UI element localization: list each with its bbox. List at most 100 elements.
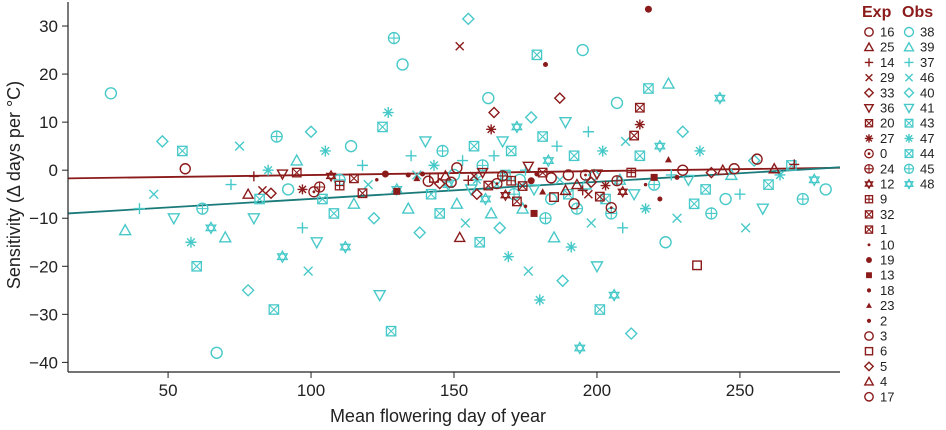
data-point-obs bbox=[167, 213, 181, 226]
data-point-exp bbox=[522, 161, 535, 173]
data-point-obs bbox=[627, 189, 641, 202]
data-point-obs bbox=[347, 196, 361, 209]
fit-line-exp bbox=[67, 166, 841, 180]
legend-marker-exp bbox=[864, 331, 874, 341]
data-point-exp bbox=[313, 181, 326, 193]
x-tick-label: 100 bbox=[297, 381, 325, 400]
data-point-obs bbox=[304, 125, 318, 139]
data-point-exp bbox=[553, 92, 566, 105]
data-point-exp bbox=[381, 170, 389, 178]
legend-marker-exp bbox=[866, 302, 872, 308]
data-point-exp bbox=[768, 162, 781, 174]
data-point-exp bbox=[664, 156, 672, 163]
data-point-exp bbox=[585, 176, 598, 189]
data-point-obs bbox=[634, 150, 646, 162]
legend-marker-exp bbox=[864, 178, 874, 190]
data-point-obs bbox=[556, 274, 570, 288]
data-point-exp bbox=[600, 180, 611, 191]
legend-marker-exp bbox=[865, 73, 873, 82]
data-point-exp bbox=[617, 185, 629, 199]
data-point-obs bbox=[620, 136, 631, 147]
data-point-obs bbox=[225, 179, 237, 191]
y-tick-label: 20 bbox=[39, 65, 58, 84]
legend-marker-obs bbox=[904, 57, 914, 67]
data-point-exp bbox=[539, 188, 547, 195]
legend-marker-exp bbox=[867, 243, 871, 247]
legend-marker-exp bbox=[863, 103, 875, 114]
data-point-obs bbox=[479, 192, 492, 206]
data-point-exp bbox=[420, 171, 426, 177]
legend-marker-exp bbox=[864, 346, 874, 356]
data-point-obs bbox=[262, 164, 274, 176]
legend-label-exp: 27 bbox=[880, 131, 894, 146]
data-point-exp bbox=[257, 185, 267, 195]
legend-label-obs: 44 bbox=[920, 146, 934, 161]
data-point-exp bbox=[439, 169, 452, 181]
legend-marker-obs bbox=[903, 103, 915, 114]
data-point-exp bbox=[325, 169, 337, 183]
data-point-exp bbox=[527, 177, 535, 185]
data-point-obs bbox=[405, 150, 417, 162]
data-point-obs bbox=[474, 236, 486, 248]
data-point-exp bbox=[297, 184, 308, 195]
data-point-obs bbox=[624, 327, 638, 341]
data-point-obs bbox=[367, 211, 381, 225]
y-tick-label: 10 bbox=[39, 113, 58, 132]
legend-marker-exp bbox=[866, 288, 872, 293]
legend-label-obs: 46 bbox=[920, 70, 934, 85]
data-point-obs bbox=[484, 206, 498, 219]
data-point-exp bbox=[357, 188, 368, 199]
data-point-exp bbox=[517, 181, 528, 191]
legend-marker-exp bbox=[864, 210, 874, 219]
data-point-obs bbox=[133, 203, 145, 215]
data-point-obs bbox=[688, 198, 700, 210]
data-point-obs bbox=[155, 134, 169, 148]
data-point-obs bbox=[377, 121, 388, 133]
legend-marker-obs bbox=[903, 87, 915, 99]
data-point-obs bbox=[573, 341, 586, 355]
data-point-obs bbox=[276, 249, 289, 264]
data-point-exp bbox=[496, 170, 509, 182]
x-axis-title: Mean flowering day of year bbox=[330, 406, 546, 426]
data-point-obs bbox=[425, 188, 437, 200]
data-point-exp bbox=[476, 167, 489, 180]
legend-label-obs: 40 bbox=[920, 85, 934, 100]
data-point-obs bbox=[413, 226, 427, 240]
legend-marker-exp bbox=[864, 58, 874, 67]
data-point-obs bbox=[513, 173, 526, 186]
legend-label-obs: 47 bbox=[920, 131, 934, 146]
data-point-obs bbox=[319, 145, 331, 157]
data-point-exp bbox=[542, 61, 548, 67]
data-point-exp bbox=[611, 175, 623, 187]
legend-label-exp: 14 bbox=[880, 55, 894, 70]
data-point-exp bbox=[530, 209, 538, 217]
data-point-obs bbox=[254, 193, 265, 205]
data-point-obs bbox=[241, 283, 255, 297]
data-point-obs bbox=[281, 183, 295, 196]
data-point-exp bbox=[728, 163, 740, 175]
data-point-obs bbox=[617, 222, 629, 234]
legend-label-exp: 23 bbox=[880, 298, 894, 313]
data-point-obs bbox=[505, 145, 517, 157]
data-point-exp bbox=[677, 164, 689, 176]
data-point-exp bbox=[512, 196, 522, 207]
data-point-obs bbox=[464, 184, 478, 197]
legend-label-exp: 25 bbox=[880, 40, 894, 55]
data-point-obs bbox=[328, 208, 340, 219]
legend-label-exp: 29 bbox=[880, 70, 894, 85]
legend-header-exp: Exp bbox=[862, 4, 892, 21]
data-point-obs bbox=[608, 288, 621, 302]
data-point-obs bbox=[694, 145, 706, 157]
data-point-obs bbox=[396, 58, 409, 71]
legend-marker-obs bbox=[903, 41, 915, 52]
x-tick-label: 200 bbox=[583, 381, 611, 400]
data-point-obs bbox=[594, 304, 606, 315]
data-point-obs bbox=[740, 222, 751, 233]
data-point-obs bbox=[461, 12, 475, 26]
legend-label-exp: 5 bbox=[880, 359, 887, 374]
data-point-exp bbox=[265, 187, 277, 200]
data-point-obs bbox=[372, 290, 387, 303]
data-point-obs bbox=[640, 203, 652, 215]
data-point-exp bbox=[577, 185, 588, 196]
